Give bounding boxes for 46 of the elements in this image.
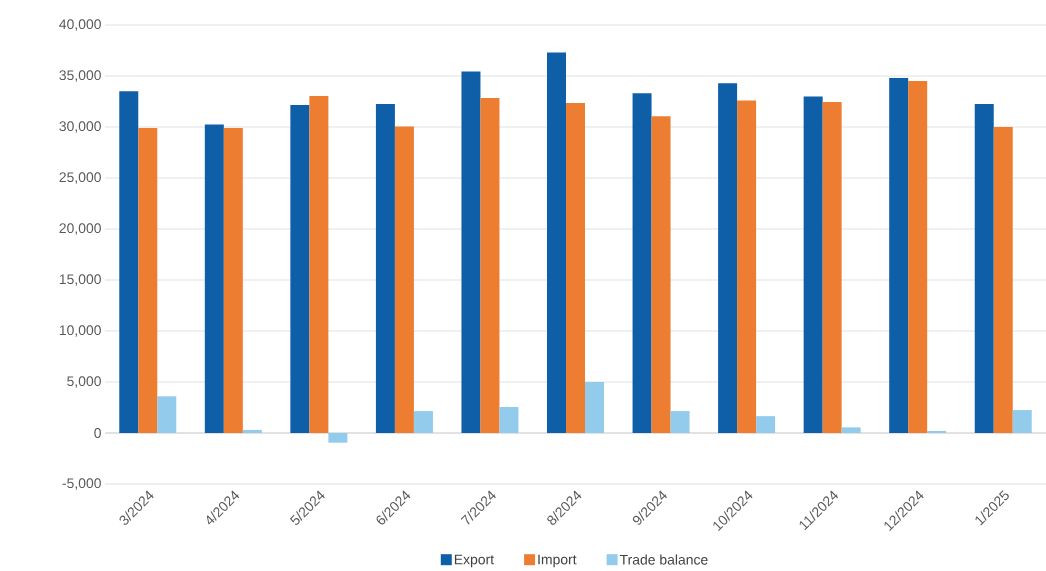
y-tick-label: 40,000 (59, 19, 101, 31)
bar (908, 81, 928, 433)
y-tick-label: 30,000 (59, 121, 101, 133)
bar (756, 416, 776, 433)
bar (375, 104, 395, 433)
bar (670, 411, 690, 433)
y-tick-label: 15,000 (59, 274, 101, 286)
bar (309, 95, 329, 433)
bar (119, 91, 139, 433)
bar (413, 411, 433, 433)
legend-label: Export (454, 554, 494, 568)
bar (737, 100, 757, 433)
y-tick-label: 5,000 (67, 376, 101, 388)
bar (480, 97, 500, 433)
bar (1012, 410, 1032, 433)
bar (138, 128, 158, 433)
bar (204, 124, 224, 433)
bar (290, 105, 310, 433)
y-tick-label: 25,000 (59, 172, 101, 184)
y-tick-label: 35,000 (59, 70, 101, 82)
y-tick-label: -5,000 (62, 478, 101, 490)
bar (974, 104, 994, 433)
bar (632, 93, 652, 433)
bar (822, 102, 842, 433)
legend-label: Import (538, 554, 577, 568)
legend-label: Trade balance (619, 554, 708, 565)
bar (718, 83, 738, 433)
bar (499, 406, 519, 433)
bar (889, 78, 909, 433)
bar (993, 127, 1013, 433)
y-tick-label: 0 (94, 428, 101, 438)
bar (242, 429, 262, 433)
bar (157, 396, 177, 433)
bar (461, 71, 481, 433)
bar (328, 433, 348, 443)
bar (803, 96, 823, 433)
bar (566, 103, 586, 433)
bar (585, 382, 605, 433)
bar (927, 430, 947, 433)
bar (547, 52, 567, 433)
bar (651, 116, 671, 433)
y-tick-label: 10,000 (59, 325, 101, 337)
y-tick-label: 20,000 (59, 223, 101, 235)
bar (841, 427, 861, 433)
bar (394, 126, 414, 433)
bar (223, 128, 243, 433)
